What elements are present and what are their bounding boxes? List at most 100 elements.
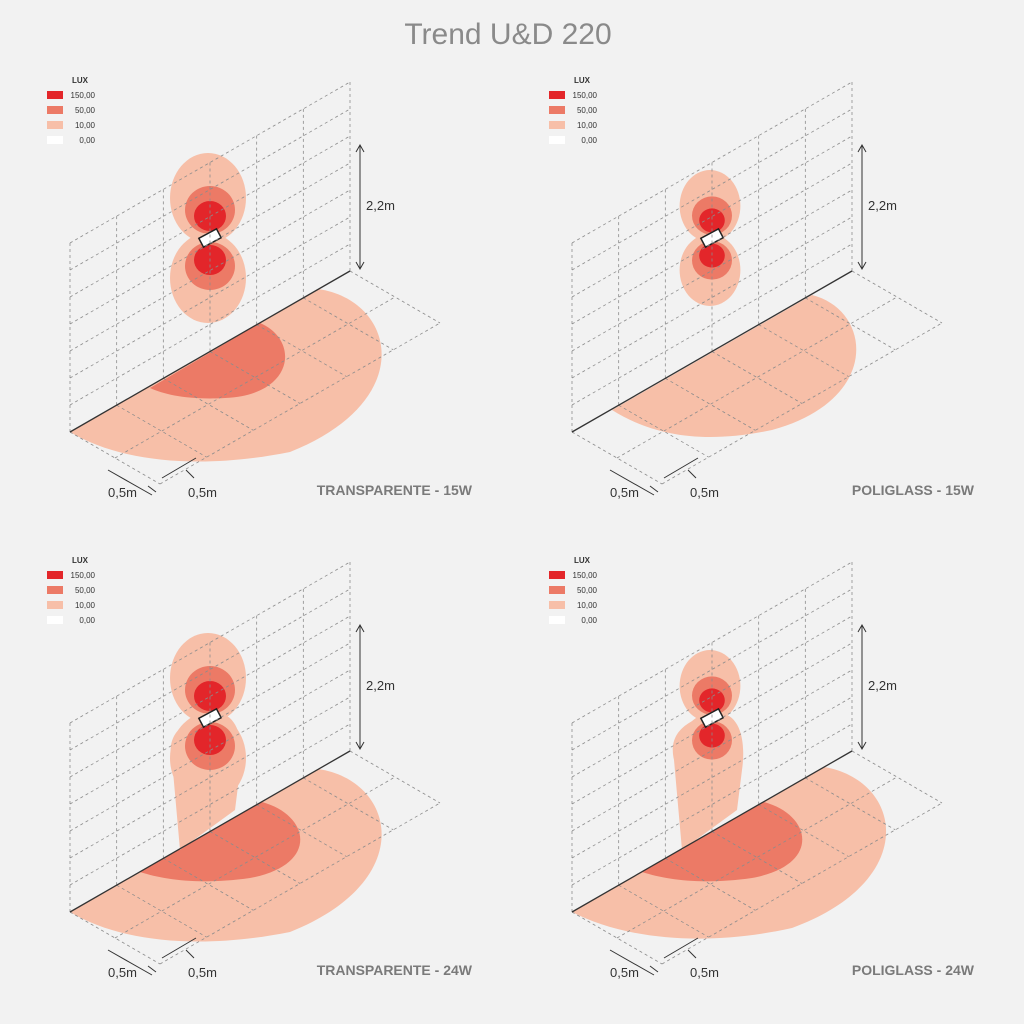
grid-line bbox=[571, 431, 663, 485]
legend-label: 50,00 bbox=[577, 106, 598, 115]
dim-marks bbox=[107, 457, 197, 496]
panel: 2,2m 0,5m 0,5m TRANSPARENTE - 15W LUX 150,00 5… bbox=[47, 76, 473, 500]
grid-line bbox=[349, 750, 441, 804]
legend-swatch bbox=[47, 571, 63, 579]
legend-title: LUX bbox=[574, 76, 591, 85]
grid-line bbox=[665, 857, 756, 911]
grid-line bbox=[116, 884, 207, 938]
lobe-dark bbox=[699, 243, 725, 268]
grid-line bbox=[851, 750, 943, 804]
grid-line bbox=[209, 831, 301, 884]
dim-label: 0,5m bbox=[610, 965, 639, 980]
lobe-dark bbox=[699, 688, 725, 713]
panel: 2,2m 0,5m 0,5m POLIGLASS - 24W LUX 150,00 50,0… bbox=[549, 556, 975, 980]
legend-label: 10,00 bbox=[75, 601, 96, 610]
arrow bbox=[355, 623, 365, 751]
wall-base bbox=[69, 270, 351, 433]
grid-line bbox=[711, 831, 803, 884]
legend-swatch bbox=[549, 106, 565, 114]
grid-line bbox=[163, 857, 254, 911]
grid-line bbox=[711, 351, 803, 404]
legend-label: 10,00 bbox=[577, 601, 598, 610]
floor-mid bbox=[642, 802, 803, 882]
grid-line bbox=[571, 911, 663, 965]
height-label: 2,2m bbox=[868, 678, 897, 693]
grid-line bbox=[163, 377, 254, 431]
dim-label: 0,5m bbox=[188, 485, 217, 500]
legend-title: LUX bbox=[72, 76, 89, 85]
legend-label: 50,00 bbox=[75, 106, 96, 115]
legend-swatch bbox=[549, 571, 565, 579]
grid-line bbox=[303, 777, 394, 831]
lobe-dark bbox=[194, 681, 226, 711]
arrow bbox=[857, 143, 867, 271]
grid-line bbox=[116, 404, 207, 458]
dim-label: 0,5m bbox=[188, 965, 217, 980]
floor-light bbox=[612, 295, 857, 438]
wall-base bbox=[571, 750, 853, 913]
legend-label: 150,00 bbox=[573, 571, 598, 580]
panel-label: POLIGLASS - 24W bbox=[852, 962, 975, 978]
grid-line bbox=[256, 804, 347, 858]
legend-label: 150,00 bbox=[71, 571, 96, 580]
legend-label: 150,00 bbox=[71, 91, 96, 100]
grid-line bbox=[758, 804, 849, 858]
legend-swatch bbox=[549, 586, 565, 594]
dim-marks bbox=[609, 937, 699, 976]
legend-swatch bbox=[47, 106, 63, 114]
legend-swatch bbox=[549, 136, 565, 144]
wall-base bbox=[69, 750, 351, 913]
legend-swatch bbox=[47, 616, 63, 624]
legend-label: 10,00 bbox=[577, 121, 598, 130]
legend-label: 10,00 bbox=[75, 121, 96, 130]
panel-label: POLIGLASS - 15W bbox=[852, 482, 975, 498]
wall-base bbox=[571, 270, 853, 433]
grid-line bbox=[303, 297, 394, 351]
panel: 2,2m 0,5m 0,5m POLIGLASS - 15W LUX 150,00 50,0… bbox=[549, 76, 975, 500]
dim-label: 0,5m bbox=[610, 485, 639, 500]
legend-swatch bbox=[47, 91, 63, 99]
grid-line bbox=[851, 270, 943, 324]
legend-swatch bbox=[549, 601, 565, 609]
legend-swatch bbox=[549, 616, 565, 624]
height-label: 2,2m bbox=[868, 198, 897, 213]
dim-marks bbox=[609, 457, 699, 496]
legend-label: 0,00 bbox=[581, 136, 597, 145]
dim-label: 0,5m bbox=[108, 485, 137, 500]
panel-label: TRANSPARENTE - 24W bbox=[317, 962, 473, 978]
grid-line bbox=[69, 431, 161, 485]
grid-line bbox=[618, 404, 709, 458]
arrow bbox=[355, 143, 365, 271]
legend-swatch bbox=[47, 121, 63, 129]
height-label: 2,2m bbox=[366, 678, 395, 693]
grid-line bbox=[665, 377, 756, 431]
title: Trend U&D 220 bbox=[404, 18, 611, 51]
grid-line bbox=[618, 884, 709, 938]
legend-swatch bbox=[47, 586, 63, 594]
legend-label: 50,00 bbox=[75, 586, 96, 595]
legend-title: LUX bbox=[574, 556, 591, 565]
dim-label: 0,5m bbox=[690, 485, 719, 500]
grid-line bbox=[758, 324, 849, 378]
legend-label: 0,00 bbox=[79, 616, 95, 625]
lobe-dark bbox=[699, 723, 725, 748]
dim-label: 0,5m bbox=[108, 965, 137, 980]
legend-swatch bbox=[549, 91, 565, 99]
legend-label: 0,00 bbox=[79, 136, 95, 145]
legend-swatch bbox=[47, 136, 63, 144]
grid-line bbox=[805, 777, 896, 831]
grid-line bbox=[349, 270, 441, 324]
lobe-dark bbox=[699, 208, 725, 233]
grid-line bbox=[209, 351, 301, 404]
dim-label: 0,5m bbox=[690, 965, 719, 980]
legend-label: 150,00 bbox=[573, 91, 598, 100]
grid-line bbox=[256, 324, 347, 378]
grid-line bbox=[69, 911, 161, 965]
legend-swatch bbox=[47, 601, 63, 609]
arrow bbox=[857, 623, 867, 751]
legend-label: 50,00 bbox=[577, 586, 598, 595]
dim-marks bbox=[107, 937, 197, 976]
panel: 2,2m 0,5m 0,5m TRANSPARENTE - 24W LUX 150,00 5… bbox=[47, 556, 473, 980]
